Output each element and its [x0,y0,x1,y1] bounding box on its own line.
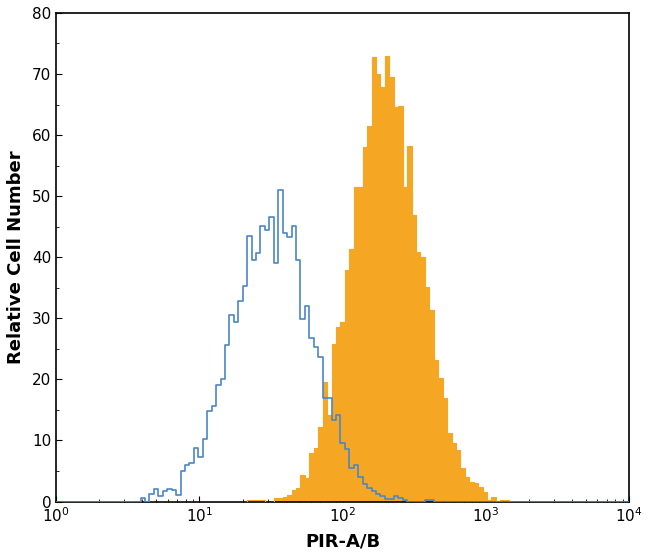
X-axis label: PIR-A/B: PIR-A/B [305,532,380,550]
Y-axis label: Relative Cell Number: Relative Cell Number [7,150,25,364]
